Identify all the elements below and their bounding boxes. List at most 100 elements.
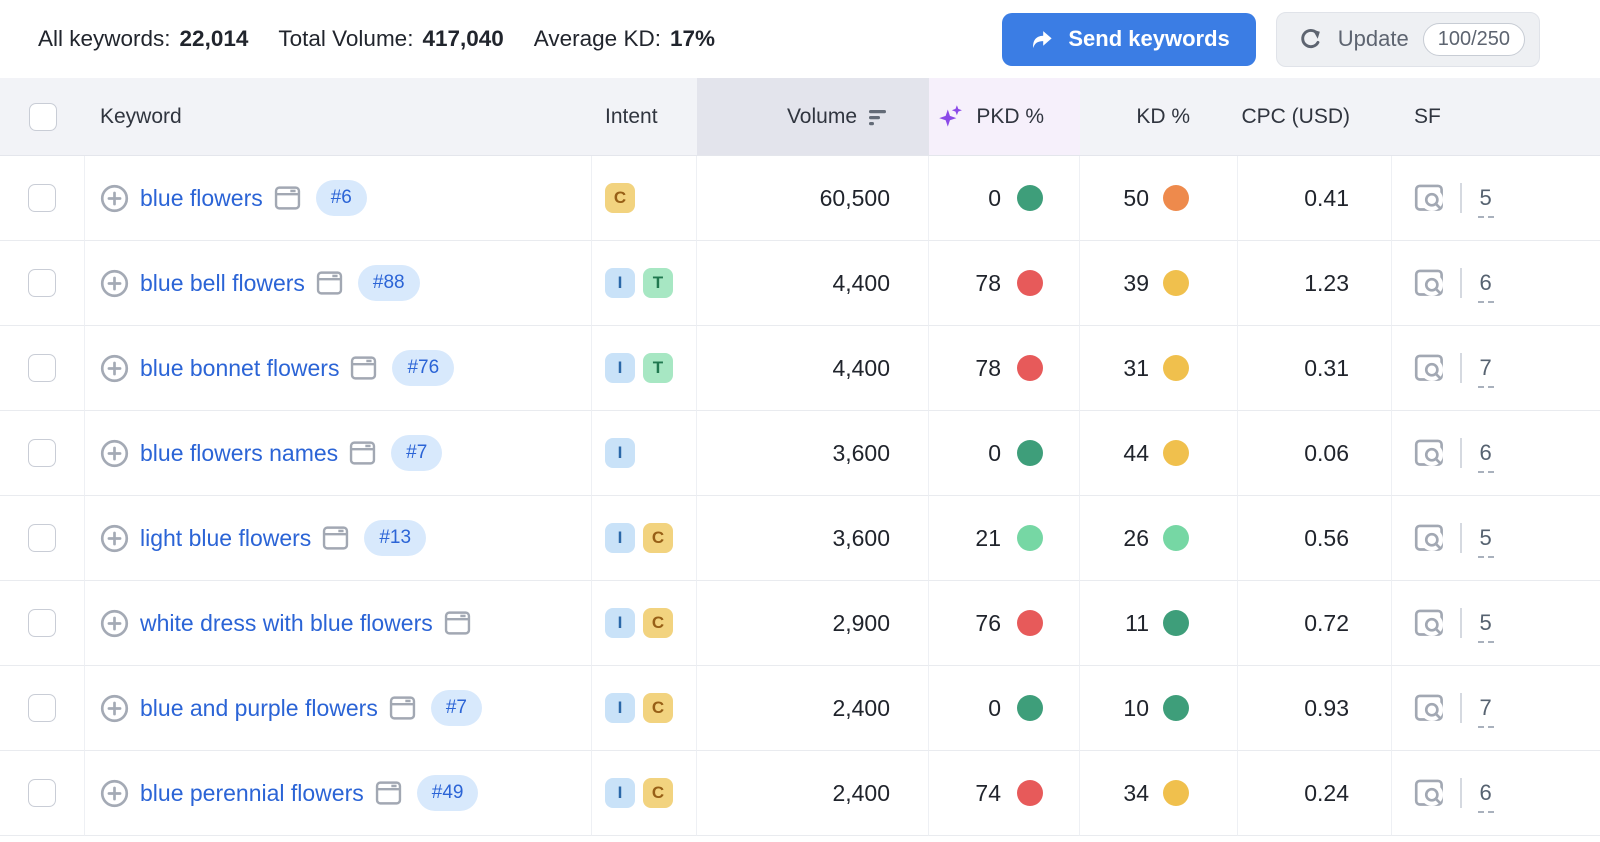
sf-cell: 7 [1392,666,1600,751]
column-header-sf: SF [1392,78,1600,156]
kd-cell: 11 [1080,581,1238,666]
add-keyword-plus-icon[interactable] [100,609,129,638]
add-keyword-plus-icon[interactable] [100,779,129,808]
intent-badge-I: I [605,438,635,468]
column-header-volume[interactable]: Volume [697,78,929,156]
intent-badge-I: I [605,353,635,383]
sf-cell: 5 [1392,496,1600,581]
add-keyword-plus-icon[interactable] [100,439,129,468]
sf-count[interactable]: 6 [1477,440,1494,473]
serp-preview-icon[interactable] [444,611,471,635]
pkd-dot [1017,525,1043,551]
position-badge: #6 [315,180,367,216]
column-label-kd: KD % [1136,104,1190,128]
serp-preview-icon[interactable] [350,356,377,380]
column-header-pkd[interactable]: PKD % [929,78,1080,156]
send-keywords-label: Send keywords [1068,26,1230,51]
add-keyword-plus-icon[interactable] [100,184,129,213]
stat-average-kd: Average KD: 17% [534,26,715,52]
add-keyword-plus-icon[interactable] [100,524,129,553]
summary-toolbar: All keywords: 22,014 Total Volume: 417,0… [0,0,1600,78]
serp-features-magnifier-icon[interactable] [1414,609,1446,638]
position-badge: #7 [430,690,482,726]
sf-count[interactable]: 6 [1477,270,1494,303]
sf-count[interactable]: 7 [1477,695,1494,728]
serp-features-magnifier-icon[interactable] [1414,524,1446,553]
keyword-link[interactable]: light blue flowers [140,524,312,551]
column-header-intent: Intent [592,78,697,156]
intent-cell intent-badges: IC [592,666,697,751]
intent-cell intent-badges: IC [592,496,697,581]
serp-preview-icon[interactable] [274,186,301,210]
column-label-intent: Intent [605,104,658,128]
sort-descending-icon [867,107,891,127]
pkd-cell: 74 [929,751,1080,836]
cpc-value: 0.24 [1304,779,1349,806]
row-checkbox[interactable] [28,609,56,637]
keyword-link[interactable]: white dress with blue flowers [140,609,433,636]
serp-preview-icon[interactable] [349,441,376,465]
pkd-value: 0 [988,184,1001,211]
pkd-value: 78 [975,269,1001,296]
sf-count[interactable]: 5 [1477,610,1494,643]
header-select-all-cell [0,78,85,156]
keyword-link[interactable]: blue and purple flowers [140,694,378,721]
add-keyword-plus-icon[interactable] [100,354,129,383]
row-checkbox[interactable] [28,354,56,382]
sf-divider [1460,268,1462,298]
serp-preview-icon[interactable] [322,526,349,550]
cpc-value: 0.93 [1304,694,1349,721]
keyword-link[interactable]: blue bell flowers [140,269,305,296]
sf-count[interactable]: 5 [1477,525,1494,558]
column-header-cpc[interactable]: CPC (USD) [1238,78,1392,156]
intent-badge-C: C [643,523,673,553]
row-checkbox[interactable] [28,524,56,552]
row-checkbox[interactable] [28,439,56,467]
serp-preview-icon[interactable] [389,696,416,720]
select-all-checkbox[interactable] [28,102,57,131]
volume-cell: 4,400 [697,326,929,411]
row-checkbox-cell [0,496,85,581]
serp-features-magnifier-icon[interactable] [1414,269,1446,298]
keyword-link[interactable]: blue flowers names [140,439,339,466]
keyword-link[interactable]: blue perennial flowers [140,779,364,806]
send-keywords-button[interactable]: Send keywords [1002,12,1256,66]
row-checkbox[interactable] [28,269,56,297]
serp-features-magnifier-icon[interactable] [1414,184,1446,213]
column-header-kd[interactable]: KD % [1080,78,1238,156]
keyword-link[interactable]: blue bonnet flowers [140,354,340,381]
serp-preview-icon[interactable] [375,781,402,805]
intent-badge-I: I [605,778,635,808]
row-checkbox[interactable] [28,779,56,807]
sf-count[interactable]: 5 [1477,185,1494,218]
add-keyword-plus-icon[interactable] [100,694,129,723]
pkd-cell: 0 [929,411,1080,496]
update-button[interactable]: Update 100/250 [1275,11,1540,67]
pkd-value: 21 [975,524,1001,551]
serp-preview-icon[interactable] [316,271,343,295]
serp-features-magnifier-icon[interactable] [1414,439,1446,468]
sf-count[interactable]: 6 [1477,780,1494,813]
column-label-keyword: Keyword [100,104,182,128]
intent-cell intent-badges: IC [592,751,697,836]
position-badge: #88 [357,265,420,301]
volume-value: 4,400 [832,269,890,296]
column-label-volume: Volume [786,104,857,128]
sf-count[interactable]: 7 [1477,355,1494,388]
keyword-link[interactable]: blue flowers [140,184,263,211]
keyword-cell: blue flowers #6 [85,156,592,241]
column-label-sf: SF [1414,104,1441,128]
cpc-cell: 0.72 [1238,581,1392,666]
intent-cell intent-badges: IT [592,326,697,411]
column-label-pkd: PKD % [976,104,1044,128]
serp-features-magnifier-icon[interactable] [1414,354,1446,383]
intent-badge-C: C [643,778,673,808]
serp-features-magnifier-icon[interactable] [1414,779,1446,808]
serp-features-magnifier-icon[interactable] [1414,694,1446,723]
row-checkbox[interactable] [28,694,56,722]
row-checkbox[interactable] [28,184,56,212]
add-keyword-plus-icon[interactable] [100,269,129,298]
